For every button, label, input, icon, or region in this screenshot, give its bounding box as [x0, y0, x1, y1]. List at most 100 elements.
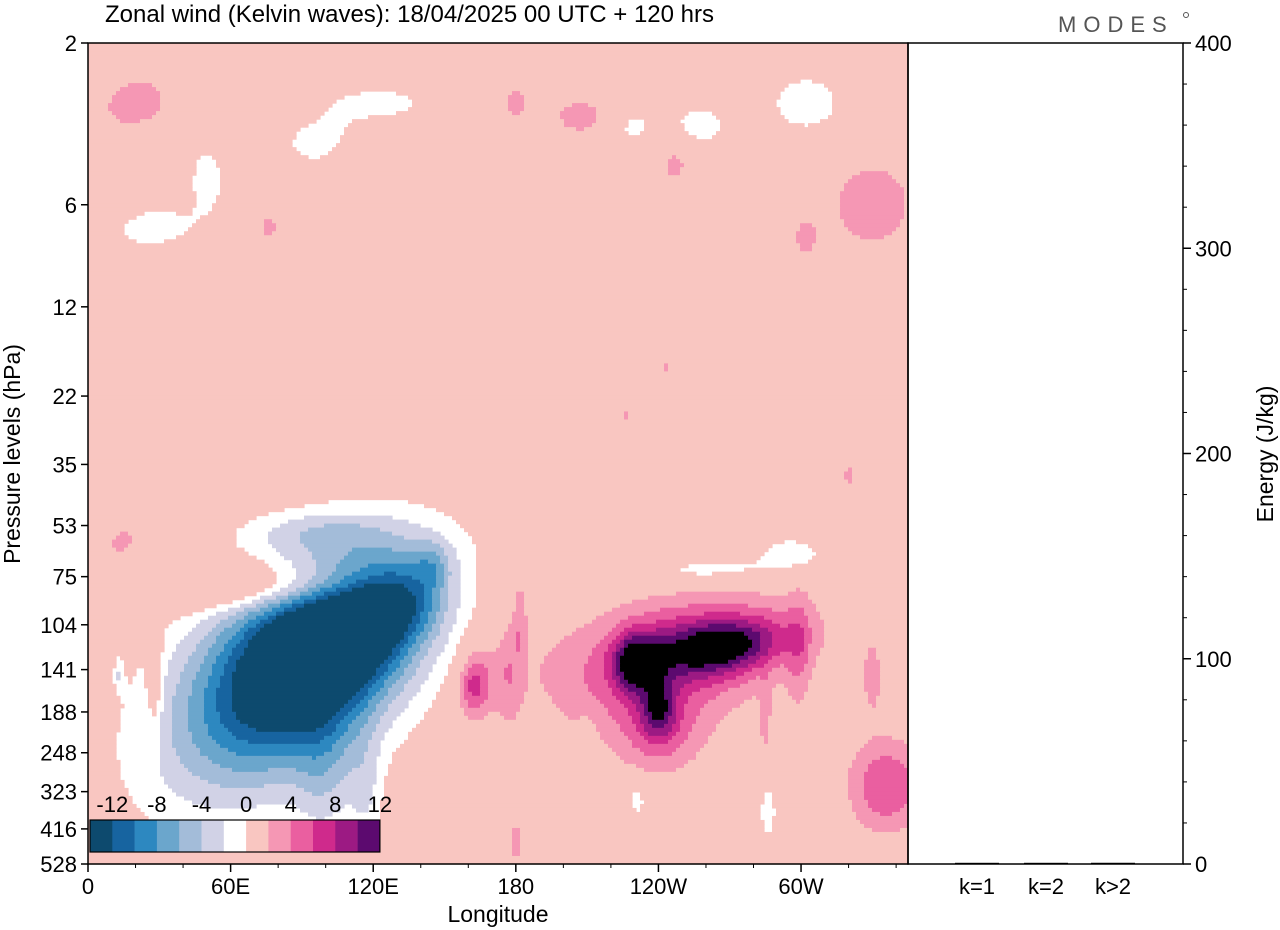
- contour-cell: [684, 711, 701, 717]
- contour-cell: [824, 627, 909, 633]
- contour-cell: [876, 647, 909, 653]
- contour-cell: [212, 671, 225, 677]
- contour-cell: [816, 235, 861, 240]
- contour-cell: [88, 351, 909, 356]
- contour-cell: [640, 795, 765, 801]
- contour-cell: [620, 755, 697, 761]
- contour-cell: [448, 579, 461, 585]
- contour-cell: [772, 695, 793, 701]
- contour-cell: [516, 711, 565, 717]
- contour-cell: [472, 651, 529, 657]
- contour-cell: [232, 647, 245, 653]
- contour-cell: [196, 643, 213, 649]
- contour-cell: [404, 667, 417, 673]
- contour-cell: [444, 675, 461, 681]
- contour-cell: [160, 739, 173, 745]
- contour-cell: [480, 683, 489, 689]
- contour-cell: [868, 739, 905, 745]
- contour-cell: [820, 647, 869, 653]
- contour-cell: [684, 163, 909, 168]
- contour-cell: [88, 679, 113, 685]
- contour-cell: [112, 95, 161, 100]
- contour-cell: [616, 647, 621, 653]
- contour-cell: [88, 555, 257, 561]
- contour-cell: [624, 703, 637, 709]
- contour-cell: [412, 575, 437, 581]
- contour-cell: [420, 579, 437, 585]
- contour-cell: [748, 679, 809, 685]
- contour-cell: [868, 763, 905, 769]
- contour-cell: [676, 711, 685, 717]
- contour-cell: [88, 860, 909, 865]
- contour-cell: [116, 675, 121, 681]
- contour-cell: [892, 735, 909, 741]
- contour-cell: [620, 667, 625, 673]
- contour-cell: [428, 611, 437, 617]
- contour-cell: [224, 723, 249, 729]
- contour-cell: [820, 651, 869, 657]
- contour-cell: [624, 683, 637, 689]
- contour-cell: [796, 235, 817, 240]
- contour-cell: [816, 659, 865, 665]
- contour-cell: [112, 99, 161, 104]
- contour-cell: [88, 239, 137, 244]
- contour-cell: [760, 727, 769, 733]
- y-tick-label: 323: [40, 780, 77, 805]
- x-tick-label: 120W: [630, 874, 688, 899]
- contour-cell: [488, 675, 505, 681]
- contour-cell: [528, 651, 549, 657]
- contour-cell: [204, 635, 217, 641]
- contour-cell: [220, 719, 241, 725]
- contour-cell: [880, 691, 909, 697]
- contour-cell: [232, 683, 365, 689]
- contour-cell: [516, 599, 525, 605]
- contour-cell: [412, 655, 425, 661]
- contour-cell: [236, 751, 325, 757]
- contour-cell: [348, 723, 365, 729]
- contour-cell: [208, 727, 229, 733]
- contour-cell: [468, 671, 489, 677]
- contour-cell: [660, 607, 773, 613]
- contour-cell: [808, 623, 825, 629]
- contour-cell: [432, 607, 441, 613]
- contour-cell: [340, 707, 353, 713]
- contour-cell: [412, 615, 421, 621]
- contour-cell: [196, 675, 209, 681]
- contour-cell: [676, 703, 685, 709]
- contour-cell: [376, 707, 389, 713]
- contour-cell: [768, 659, 809, 665]
- contour-cell: [212, 627, 225, 633]
- contour-cell: [348, 551, 437, 557]
- contour-cell: [640, 699, 649, 705]
- contour-cell: [88, 759, 121, 765]
- contour-cell: [88, 87, 121, 92]
- contour-cell: [200, 619, 221, 625]
- contour-cell: [832, 91, 909, 96]
- contour-cell: [752, 639, 761, 645]
- contour-cell: [504, 635, 517, 641]
- contour-cell: [564, 711, 609, 717]
- contour-cell: [396, 695, 413, 701]
- contour-cell: [372, 711, 385, 717]
- contour-cell: [340, 135, 697, 140]
- contour-cell: [340, 735, 357, 741]
- contour-cell: [840, 203, 905, 208]
- contour-cell: [652, 715, 665, 721]
- contour-cell: [88, 223, 125, 228]
- contour-cell: [516, 635, 521, 641]
- contour-cell: [356, 703, 369, 709]
- contour-cell: [864, 771, 909, 777]
- contour-cell: [204, 707, 217, 713]
- contour-cell: [260, 619, 273, 625]
- contour-cell: [688, 735, 709, 741]
- contour-cell: [392, 547, 445, 553]
- contour-cell: [440, 623, 453, 629]
- contour-cell: [860, 747, 909, 753]
- contour-cell: [428, 615, 437, 621]
- contour-cell: [240, 655, 389, 661]
- contour-cell: [216, 195, 841, 200]
- contour-cell: [276, 615, 413, 621]
- y-tick-label: 104: [40, 613, 77, 638]
- contour-cell: [516, 591, 525, 597]
- contour-cell: [812, 599, 909, 605]
